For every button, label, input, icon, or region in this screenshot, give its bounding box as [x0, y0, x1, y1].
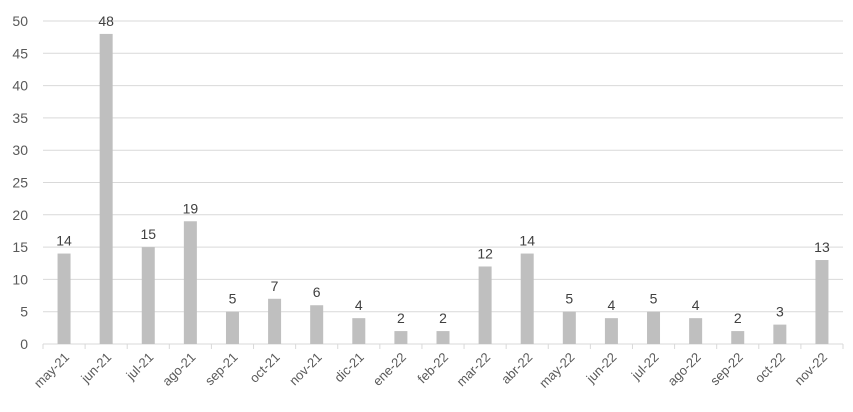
y-tick-label: 20: [12, 207, 28, 223]
bar: [520, 253, 534, 344]
bar: [562, 311, 576, 344]
data-label: 14: [519, 233, 535, 249]
data-label: 5: [565, 291, 573, 307]
data-label: 4: [355, 297, 363, 313]
bar: [183, 221, 197, 344]
x-tick-label: jul-22: [628, 350, 662, 384]
data-label: 2: [439, 310, 447, 326]
bar: [731, 331, 745, 344]
y-tick-label: 10: [12, 271, 28, 287]
x-tick-label: sep-21: [202, 350, 241, 389]
x-tick-label: abr-22: [498, 350, 535, 387]
bar: [268, 298, 282, 344]
y-tick-label: 40: [12, 78, 28, 94]
data-label: 5: [229, 291, 237, 307]
data-label: 48: [98, 13, 114, 29]
bar: [647, 311, 661, 344]
bar: [815, 260, 829, 344]
bar: [773, 324, 787, 344]
x-tick-label: may-22: [536, 350, 577, 391]
y-tick-label: 15: [12, 239, 28, 255]
data-label: 4: [608, 297, 616, 313]
x-tick-label: oct-21: [247, 350, 283, 386]
data-label: 4: [692, 297, 700, 313]
bar: [352, 318, 366, 344]
x-tick-label: feb-22: [414, 350, 451, 387]
x-tick-label: jul-21: [123, 350, 157, 384]
y-tick-label: 50: [12, 13, 28, 29]
x-tick-label: sep-22: [707, 350, 746, 389]
bar: [478, 266, 492, 344]
y-tick-label: 0: [20, 336, 28, 352]
bar: [225, 311, 239, 344]
x-tick-label: may-21: [31, 350, 72, 391]
x-tick-label: ago-22: [665, 350, 704, 389]
bar: [394, 331, 408, 344]
data-label: 3: [776, 304, 784, 320]
bar: [689, 318, 703, 344]
data-label: 6: [313, 284, 321, 300]
y-tick-label: 35: [12, 110, 28, 126]
data-label: 14: [56, 233, 72, 249]
x-tick-label: nov-21: [286, 350, 325, 389]
y-tick-label: 5: [20, 304, 28, 320]
x-tick-label: jun-21: [77, 350, 114, 387]
x-tick-label: jun-22: [583, 350, 620, 387]
data-label: 15: [140, 226, 156, 242]
data-label: 5: [650, 291, 658, 307]
data-label: 2: [397, 310, 405, 326]
data-label: 7: [271, 278, 279, 294]
data-label: 13: [814, 239, 830, 255]
x-tick-label: mar-22: [453, 350, 493, 390]
bar: [436, 331, 450, 344]
bar: [604, 318, 618, 344]
x-tick-label: dic-21: [331, 350, 367, 386]
x-tick-label: nov-22: [791, 350, 830, 389]
bar: [310, 305, 324, 344]
data-label: 19: [183, 200, 199, 216]
bar: [141, 247, 155, 344]
x-tick-label: oct-22: [752, 350, 788, 386]
y-tick-label: 45: [12, 45, 28, 61]
data-label: 12: [477, 245, 493, 261]
bar: [99, 33, 113, 345]
y-tick-label: 25: [12, 175, 28, 191]
y-tick-label: 30: [12, 142, 28, 158]
data-label: 2: [734, 310, 742, 326]
x-tick-label: ene-22: [370, 350, 409, 389]
x-tick-label: ago-21: [159, 350, 198, 389]
bar: [57, 253, 71, 344]
